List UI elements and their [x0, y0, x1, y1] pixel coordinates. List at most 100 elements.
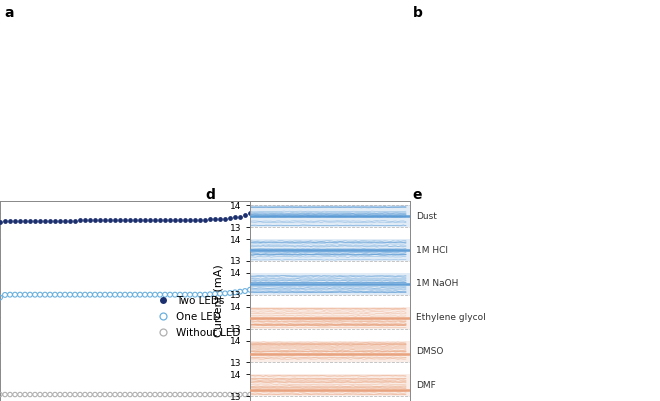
Point: [45, 217, 55, 224]
Point: [55, 391, 65, 398]
Point: [5, 391, 15, 398]
Point: [110, 292, 120, 298]
Point: [150, 217, 160, 223]
Point: [245, 210, 255, 217]
Point: [40, 217, 50, 224]
Point: [115, 292, 125, 298]
Point: [220, 215, 230, 222]
Point: [0, 218, 11, 225]
Point: [105, 292, 115, 298]
Point: [235, 288, 246, 295]
Point: [224, 215, 235, 221]
Point: [245, 391, 255, 398]
Point: [200, 217, 211, 223]
Point: [125, 391, 135, 398]
Point: [40, 292, 50, 298]
Point: [214, 215, 225, 222]
Text: DMSO: DMSO: [416, 347, 444, 356]
Point: [160, 217, 170, 223]
Point: [0, 391, 11, 398]
Point: [185, 391, 195, 398]
Point: [189, 217, 200, 223]
Point: [140, 391, 150, 398]
Point: [119, 292, 130, 298]
Point: [10, 292, 20, 298]
Point: [235, 391, 246, 398]
Point: [59, 292, 70, 298]
Point: [220, 290, 230, 297]
Point: [59, 217, 70, 224]
Point: [245, 287, 255, 293]
Point: [105, 217, 115, 223]
Point: [24, 391, 35, 398]
Point: [180, 391, 190, 398]
Point: [100, 391, 110, 398]
Point: [240, 391, 250, 398]
Point: [70, 391, 81, 398]
Point: [130, 217, 141, 223]
Point: [100, 217, 110, 223]
Point: [50, 217, 60, 224]
Point: [10, 217, 20, 224]
Point: [110, 217, 120, 223]
Point: [230, 391, 240, 398]
Point: [205, 291, 215, 298]
Point: [90, 391, 100, 398]
Point: [150, 391, 160, 398]
Point: [150, 292, 160, 298]
Point: [20, 391, 30, 398]
Point: [220, 391, 230, 398]
Point: [0, 294, 5, 301]
Point: [24, 292, 35, 298]
Point: [90, 292, 100, 298]
Point: [165, 391, 176, 398]
Point: [115, 217, 125, 223]
Text: Dust: Dust: [416, 212, 437, 221]
Point: [145, 292, 155, 298]
Point: [5, 292, 15, 298]
Point: [20, 292, 30, 298]
Text: 1M HCl: 1M HCl: [416, 245, 448, 255]
Point: [84, 391, 95, 398]
Point: [240, 288, 250, 294]
Point: [140, 292, 150, 298]
Point: [214, 290, 225, 297]
Point: [145, 391, 155, 398]
Point: [15, 391, 25, 398]
Point: [189, 391, 200, 398]
Point: [154, 391, 165, 398]
Point: [50, 292, 60, 298]
Point: [95, 217, 106, 223]
Point: [15, 292, 25, 298]
Point: [95, 391, 106, 398]
Point: [125, 217, 135, 223]
Point: [84, 217, 95, 223]
Point: [70, 292, 81, 298]
Point: [75, 391, 85, 398]
Point: [125, 292, 135, 298]
Point: [0, 391, 5, 398]
Point: [45, 391, 55, 398]
Point: [195, 217, 205, 223]
Point: [35, 292, 46, 298]
Point: [210, 391, 220, 398]
Point: [230, 289, 240, 296]
Point: [170, 292, 180, 298]
Point: [135, 217, 145, 223]
Text: 1M NaOH: 1M NaOH: [416, 279, 459, 288]
Point: [200, 391, 211, 398]
Point: [185, 292, 195, 298]
Point: [119, 391, 130, 398]
Point: [240, 212, 250, 219]
Point: [170, 217, 180, 223]
Text: DMF: DMF: [416, 381, 436, 390]
Point: [84, 292, 95, 298]
Text: e: e: [412, 188, 422, 203]
Point: [230, 214, 240, 221]
Point: [224, 290, 235, 296]
Point: [210, 216, 220, 223]
Point: [224, 391, 235, 398]
Point: [105, 391, 115, 398]
Text: b: b: [412, 6, 422, 20]
Point: [30, 292, 40, 298]
